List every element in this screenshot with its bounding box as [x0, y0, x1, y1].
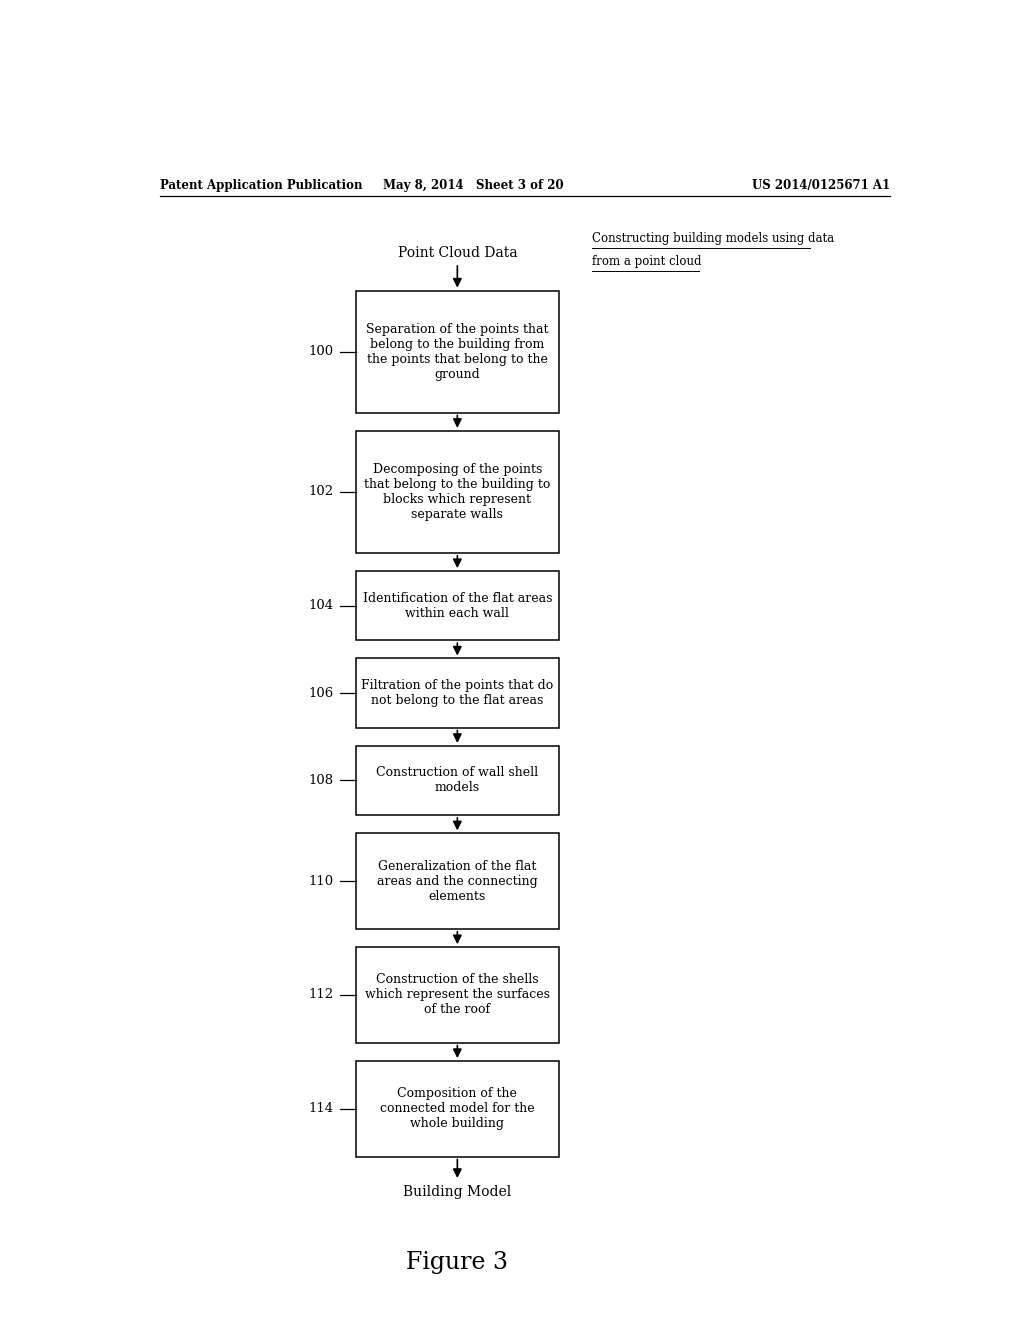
Text: from a point cloud: from a point cloud	[592, 255, 701, 268]
Text: Construction of wall shell
models: Construction of wall shell models	[376, 767, 539, 795]
Text: 104: 104	[309, 599, 334, 612]
Bar	[356, 572, 558, 640]
Bar	[356, 659, 558, 727]
Text: Identification of the flat areas
within each wall: Identification of the flat areas within …	[362, 591, 552, 619]
Text: Constructing building models using data: Constructing building models using data	[592, 231, 835, 244]
Text: Figure 3: Figure 3	[407, 1251, 508, 1274]
Text: US 2014/0125671 A1: US 2014/0125671 A1	[752, 180, 890, 191]
Text: Construction of the shells
which represent the surfaces
of the roof: Construction of the shells which represe…	[365, 973, 550, 1016]
Text: Building Model: Building Model	[403, 1185, 511, 1199]
Bar	[356, 290, 558, 412]
Text: Decomposing of the points
that belong to the building to
blocks which represent
: Decomposing of the points that belong to…	[365, 463, 551, 521]
Text: May 8, 2014   Sheet 3 of 20: May 8, 2014 Sheet 3 of 20	[383, 180, 563, 191]
Bar	[356, 746, 558, 814]
Text: Separation of the points that
belong to the building from
the points that belong: Separation of the points that belong to …	[367, 322, 549, 380]
Text: 102: 102	[309, 486, 334, 498]
Bar	[356, 1061, 558, 1156]
Text: Composition of the
connected model for the
whole building: Composition of the connected model for t…	[380, 1088, 535, 1130]
Text: 114: 114	[309, 1102, 334, 1115]
Text: Generalization of the flat
areas and the connecting
elements: Generalization of the flat areas and the…	[377, 859, 538, 903]
Text: Filtration of the points that do
not belong to the flat areas: Filtration of the points that do not bel…	[361, 678, 553, 708]
Bar	[356, 430, 558, 553]
Text: 100: 100	[309, 345, 334, 358]
Text: 110: 110	[309, 875, 334, 887]
Text: 112: 112	[309, 989, 334, 1002]
Text: 106: 106	[308, 686, 334, 700]
Bar	[356, 833, 558, 929]
Text: Point Cloud Data: Point Cloud Data	[397, 246, 517, 260]
Text: 108: 108	[309, 774, 334, 787]
Bar	[356, 948, 558, 1043]
Text: Patent Application Publication: Patent Application Publication	[160, 180, 362, 191]
